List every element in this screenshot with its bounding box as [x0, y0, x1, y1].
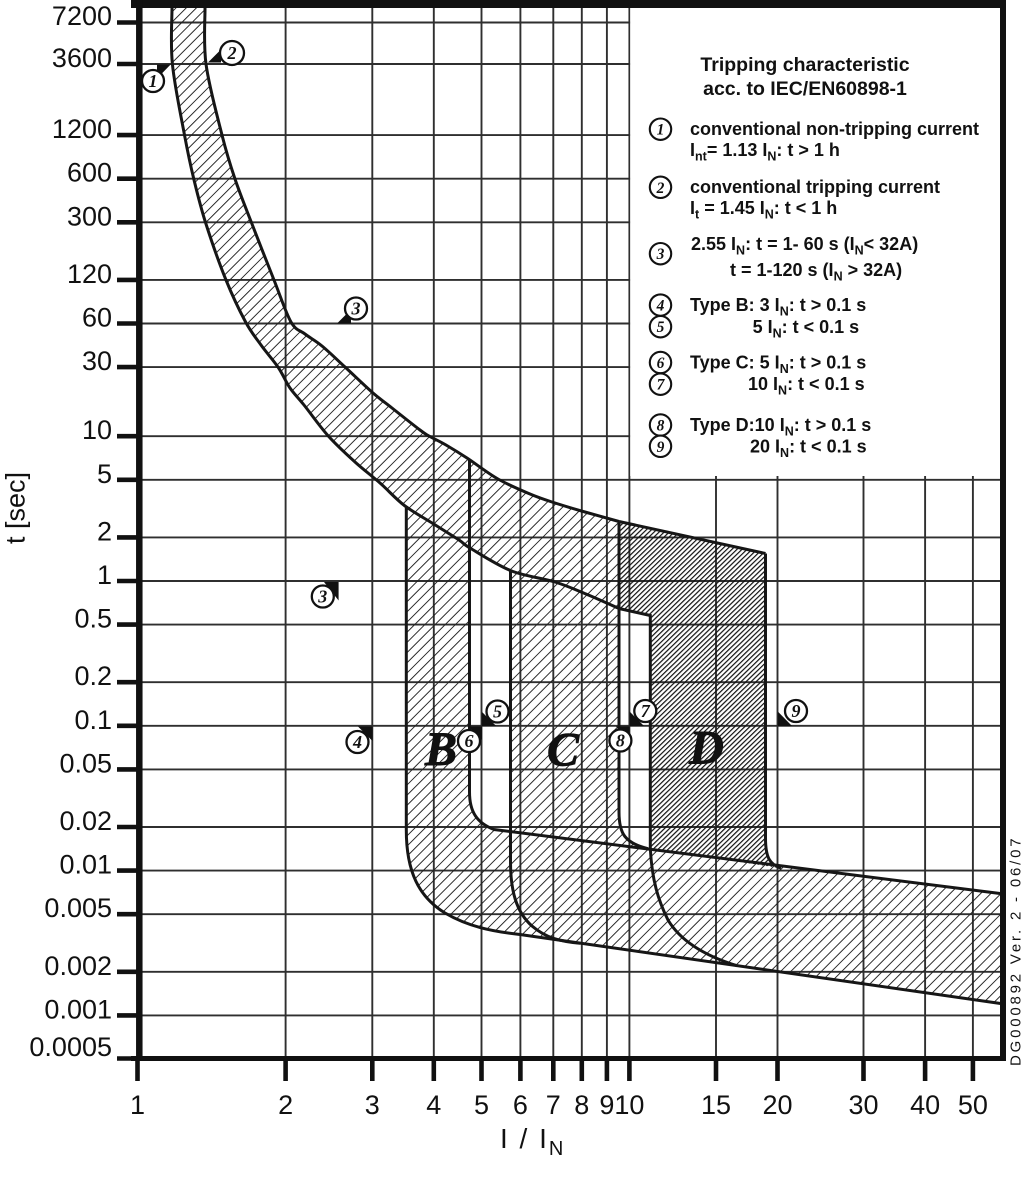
svg-text:3: 3: [351, 299, 361, 319]
svg-text:30: 30: [82, 346, 112, 376]
svg-text:9: 9: [657, 439, 665, 456]
svg-text:t [sec]: t [sec]: [1, 472, 31, 544]
svg-text:7: 7: [546, 1090, 561, 1120]
svg-text:DG000892 Ver. 2 - 06/07: DG000892 Ver. 2 - 06/07: [1008, 836, 1024, 1066]
svg-text:0.002: 0.002: [44, 951, 112, 981]
svg-text:20 IN: t < 0.1 s: 20 IN: t < 0.1 s: [750, 437, 867, 461]
svg-text:50: 50: [958, 1090, 988, 1120]
svg-text:6: 6: [465, 731, 474, 751]
svg-text:Type C: 5 IN: t > 0.1 s: Type C: 5 IN: t > 0.1 s: [690, 353, 866, 377]
svg-text:2: 2: [278, 1090, 293, 1120]
svg-text:2: 2: [227, 43, 237, 63]
svg-text:1: 1: [149, 71, 158, 91]
svg-text:8: 8: [616, 731, 625, 751]
svg-text:0.5: 0.5: [74, 604, 112, 634]
svg-text:0.05: 0.05: [59, 748, 112, 778]
svg-text:Tripping characteristic: Tripping characteristic: [700, 54, 909, 76]
svg-text:600: 600: [67, 158, 112, 188]
svg-text:4: 4: [656, 298, 665, 315]
svg-text:t = 1-120 s (IN > 32A): t = 1-120 s (IN > 32A): [730, 260, 902, 284]
svg-text:10: 10: [82, 415, 112, 445]
svg-text:Int= 1.13 IN: t > 1 h: Int= 1.13 IN: t > 1 h: [690, 140, 840, 164]
svg-text:Type D:10 IN: t > 0.1 s: Type D:10 IN: t > 0.1 s: [690, 415, 871, 439]
svg-text:1: 1: [130, 1090, 145, 1120]
svg-text:300: 300: [67, 201, 112, 231]
svg-text:acc. to IEC/EN60898-1: acc. to IEC/EN60898-1: [703, 78, 907, 100]
svg-text:3: 3: [365, 1090, 380, 1120]
svg-text:4: 4: [426, 1090, 441, 1120]
svg-text:0.001: 0.001: [44, 994, 112, 1024]
svg-text:4: 4: [352, 732, 362, 752]
svg-text:conventional tripping current: conventional tripping current: [690, 177, 940, 197]
svg-text:3: 3: [317, 587, 327, 607]
svg-text:5: 5: [657, 319, 665, 336]
svg-text:2.55 IN: t = 1- 60 s (IN< 32A): 2.55 IN: t = 1- 60 s (IN< 32A): [691, 234, 918, 258]
svg-text:2: 2: [97, 516, 112, 546]
svg-text:0.2: 0.2: [74, 661, 112, 691]
svg-text:1: 1: [657, 122, 665, 139]
svg-text:Type B: 3 IN: t > 0.1 s: Type B: 3 IN: t > 0.1 s: [690, 295, 866, 319]
svg-text:0.01: 0.01: [59, 850, 112, 880]
svg-text:It = 1.45 IN: t < 1 h: It = 1.45 IN: t < 1 h: [690, 198, 837, 222]
svg-text:3: 3: [656, 246, 665, 263]
svg-text:8: 8: [574, 1090, 589, 1120]
svg-text:0.0005: 0.0005: [29, 1032, 112, 1062]
svg-text:7: 7: [641, 701, 651, 721]
svg-text:8: 8: [657, 418, 665, 435]
svg-text:3600: 3600: [52, 43, 112, 73]
svg-text:30: 30: [848, 1090, 878, 1120]
svg-text:conventional non-tripping curr: conventional non-tripping current: [690, 119, 979, 139]
svg-text:10 IN: t < 0.1 s: 10 IN: t < 0.1 s: [748, 374, 865, 398]
svg-text:5: 5: [474, 1090, 489, 1120]
svg-text:5 IN: t < 0.1 s: 5 IN: t < 0.1 s: [753, 317, 860, 341]
svg-text:B: B: [424, 723, 457, 776]
svg-text:2: 2: [656, 180, 665, 197]
svg-text:120: 120: [67, 259, 112, 289]
svg-text:7200: 7200: [52, 1, 112, 31]
svg-text:0.005: 0.005: [44, 893, 112, 923]
svg-text:9: 9: [599, 1090, 614, 1120]
svg-text:10: 10: [614, 1090, 644, 1120]
svg-text:D: D: [688, 722, 724, 775]
svg-text:6: 6: [657, 355, 665, 372]
svg-text:7: 7: [657, 377, 666, 394]
svg-text:20: 20: [762, 1090, 792, 1120]
svg-text:1200: 1200: [52, 114, 112, 144]
svg-text:60: 60: [82, 303, 112, 333]
svg-text:C: C: [547, 724, 580, 777]
svg-text:0.1: 0.1: [74, 705, 112, 735]
svg-text:15: 15: [701, 1090, 731, 1120]
svg-text:0.02: 0.02: [59, 806, 112, 836]
svg-text:6: 6: [513, 1090, 528, 1120]
svg-text:9: 9: [792, 701, 801, 721]
svg-text:5: 5: [97, 459, 112, 489]
svg-text:40: 40: [910, 1090, 940, 1120]
svg-text:1: 1: [97, 560, 112, 590]
svg-text:5: 5: [493, 702, 502, 722]
